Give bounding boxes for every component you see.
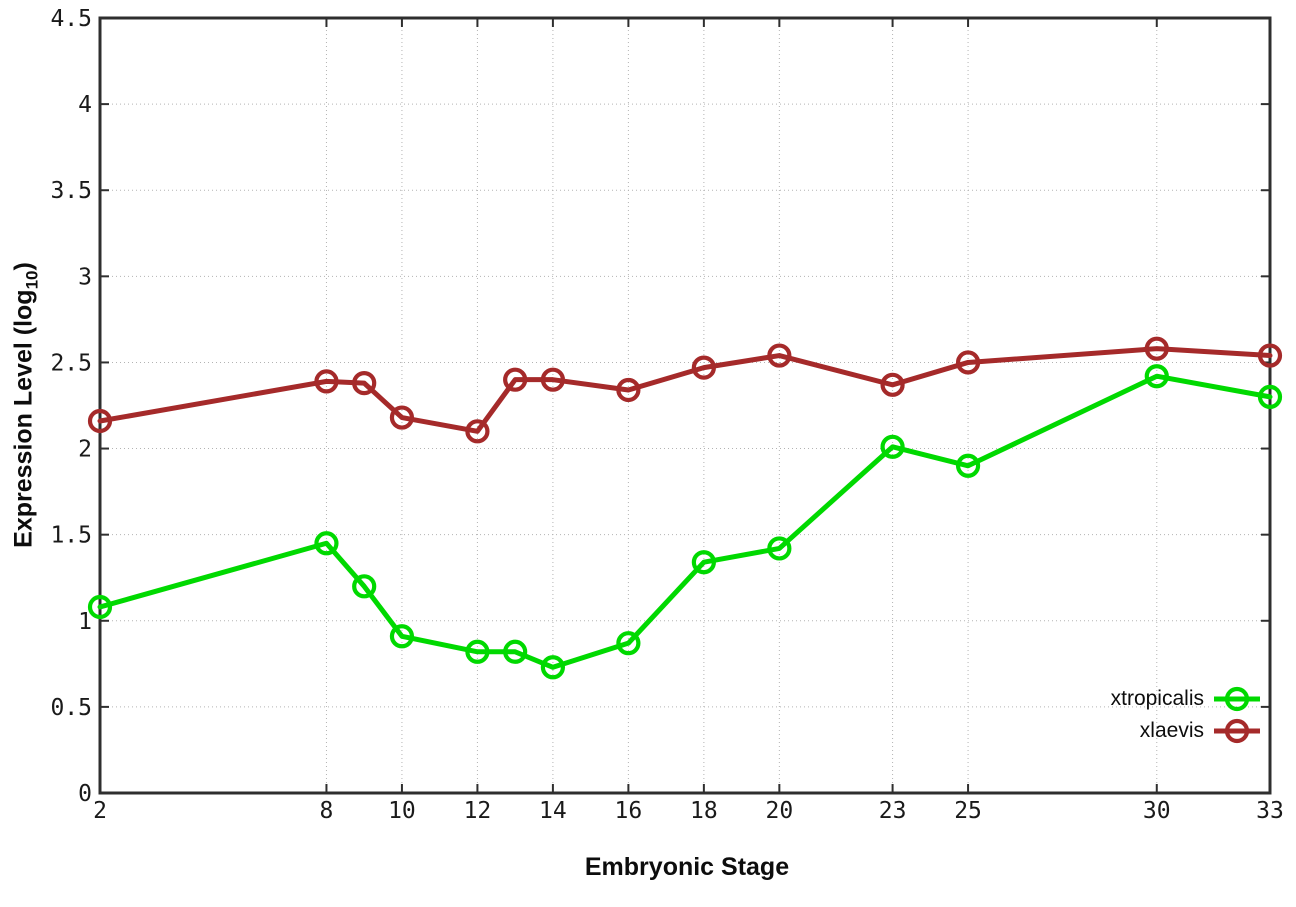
legend-label-xtropicalis: xtropicalis <box>1110 687 1204 710</box>
data-point-xtropicalis-stage-33 <box>1257 384 1283 409</box>
x-tick-label: 30 <box>1143 798 1171 824</box>
legend-marker-xtropicalis <box>1214 686 1260 712</box>
y-tick-label: 2 <box>78 437 92 463</box>
data-point-xtropicalis-stage-23 <box>880 434 905 459</box>
data-point-xlaevis-stage-33 <box>1257 343 1283 368</box>
data-point-xtropicalis-stage-13 <box>503 639 528 664</box>
tick-labels: 0 0.5 1 1.5 2 2.5 3 3.5 4 4.5 2 8 10 12 14 16 18 20 23 25 30… <box>50 6 1283 824</box>
data-point-xtropicalis-stage-16 <box>616 631 641 656</box>
y-tick-label: 0.5 <box>50 695 92 721</box>
x-tick-label: 33 <box>1256 798 1284 824</box>
y-tick-label: 2.5 <box>50 350 92 376</box>
series-line-xlaevis <box>97 346 1273 434</box>
x-axis-title: Embryonic Stage <box>584 853 790 881</box>
x-tick-label: 25 <box>954 798 982 824</box>
series-xlaevis <box>87 336 1283 444</box>
legend-label-xlaevis: xlaevis <box>1139 719 1204 742</box>
data-point-xtropicalis-stage-30 <box>1144 364 1169 389</box>
y-tick-label: 1 <box>78 609 92 635</box>
x-tick-label: 18 <box>690 798 718 824</box>
legend-entry-xtropicalis: xtropicalis <box>1111 685 1262 713</box>
x-tick-label: 23 <box>879 798 907 824</box>
data-point-xtropicalis-stage-25 <box>955 453 981 478</box>
data-point-xtropicalis-stage-9 <box>352 574 377 599</box>
data-point-xlaevis-stage-20 <box>767 343 792 368</box>
x-tick-label: 10 <box>388 798 416 824</box>
legend-entry-xlaevis: xlaevis <box>1140 717 1262 745</box>
x-tick-label: 12 <box>464 798 492 824</box>
series-xtropicalis <box>87 364 1283 680</box>
y-axis-title-suffix: ) <box>9 262 38 271</box>
data-point-xlaevis-stage-13 <box>503 367 528 392</box>
series-line-xtropicalis <box>97 373 1273 670</box>
y-axis-title-text: Expression Level (log <box>9 289 38 548</box>
y-axis-title-subscript: 10 <box>22 270 42 290</box>
data-point-xtropicalis-stage-14 <box>540 655 566 680</box>
x-tick-label: 14 <box>539 798 567 824</box>
x-tick-label: 2 <box>93 798 107 824</box>
data-point-xtropicalis-stage-20 <box>767 536 792 561</box>
data-point-xlaevis-stage-10 <box>389 405 415 430</box>
data-point-xlaevis-stage-9 <box>352 371 377 396</box>
legend-marker-xlaevis <box>1214 718 1260 744</box>
y-tick-label: 4.5 <box>50 6 92 32</box>
x-tick-label: 16 <box>615 798 643 824</box>
data-point-xlaevis-stage-14 <box>540 367 566 392</box>
data-point-xlaevis-stage-23 <box>880 372 905 397</box>
gridlines <box>100 18 1270 793</box>
y-tick-label: 3.5 <box>50 178 92 204</box>
y-tick-label: 4 <box>78 92 92 118</box>
data-point-xtropicalis-stage-8 <box>314 531 339 556</box>
data-point-xlaevis-stage-25 <box>955 350 981 375</box>
data-point-xtropicalis-stage-10 <box>389 624 415 649</box>
x-tick-label: 20 <box>766 798 794 824</box>
x-tick-label: 8 <box>320 798 334 824</box>
y-tick-label: 1.5 <box>50 523 92 549</box>
data-point-xlaevis-stage-30 <box>1144 336 1169 361</box>
tick-marks <box>99 17 1271 794</box>
y-axis-title: Expression Level (log10) <box>9 262 42 548</box>
data-point-xlaevis-stage-18 <box>691 355 716 380</box>
y-tick-label: 0 <box>78 781 92 807</box>
data-point-xlaevis-stage-8 <box>314 369 339 394</box>
data-point-xtropicalis-stage-12 <box>465 639 490 664</box>
data-point-xtropicalis-stage-2 <box>87 594 113 620</box>
data-point-xlaevis-stage-16 <box>616 377 641 403</box>
data-point-xtropicalis-stage-18 <box>691 550 716 575</box>
data-point-xlaevis-stage-2 <box>87 408 113 434</box>
data-point-xlaevis-stage-12 <box>465 419 490 444</box>
y-tick-label: 3 <box>78 264 92 290</box>
